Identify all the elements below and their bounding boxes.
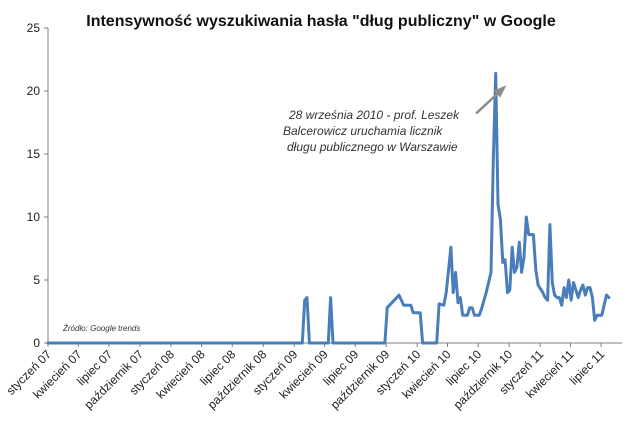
y-tick-label: 10 [27, 210, 41, 224]
annotation-line-1: 28 września 2010 - prof. Leszek [288, 108, 460, 122]
y-tick-label: 25 [27, 21, 41, 35]
y-tick-label: 5 [33, 273, 40, 287]
y-axis: 0 5 10 15 20 25 [27, 21, 48, 350]
annotation-line-3: długu publicznego w Warszawie [287, 140, 458, 154]
chart-title: Intensywność wyszukiwania hasła "dług pu… [86, 13, 556, 30]
axes [47, 28, 622, 344]
source-note: Źródło: Google trends [62, 324, 140, 333]
annotation-arrowhead [493, 85, 507, 98]
y-tick-label: 15 [27, 147, 41, 161]
x-tick-label: lipiec 11 [567, 347, 608, 388]
annotation: 28 września 2010 - prof. Leszek Balcerow… [283, 85, 507, 154]
annotation-line-2: Balcerowicz uruchamia licznik [283, 124, 443, 138]
series-line-1 [46, 71, 611, 345]
series-layer [46, 71, 611, 345]
y-tick-label: 20 [27, 84, 41, 98]
y-tick-label: 0 [33, 336, 40, 350]
